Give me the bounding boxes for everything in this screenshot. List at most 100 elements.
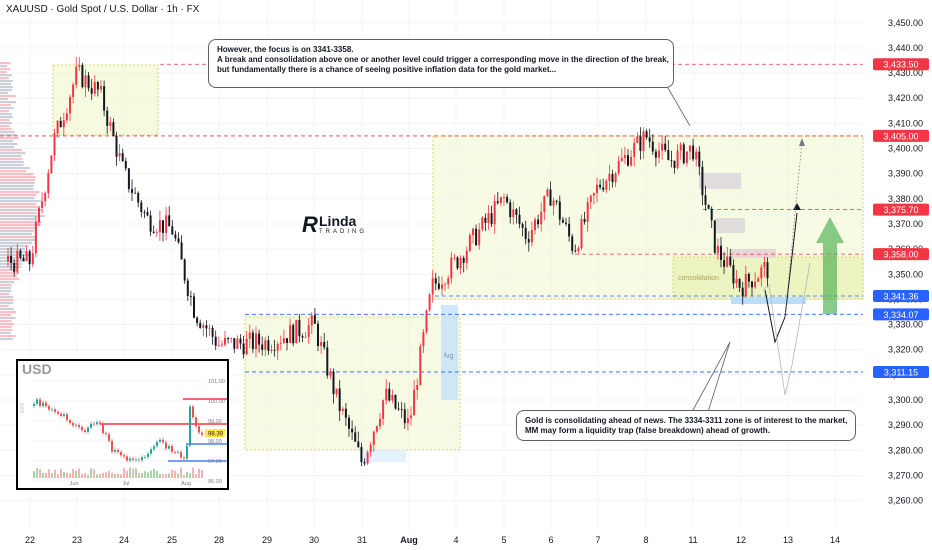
- inset-candle-body: [198, 426, 200, 433]
- candle-body: [143, 212, 146, 213]
- volume-profile-bar: [0, 74, 12, 77]
- inset-candle-body: [114, 449, 116, 452]
- candle-body: [555, 200, 558, 202]
- inset-volume-bar: [153, 468, 155, 478]
- candle-body: [100, 86, 102, 90]
- inset-candle-body: [87, 427, 89, 433]
- price-tick-label: 3,260.00: [888, 496, 923, 506]
- candle-body: [704, 195, 707, 205]
- candle-body: [735, 278, 738, 284]
- candle-body: [630, 157, 633, 166]
- candle-body: [13, 262, 16, 272]
- volume-profile-bar: [0, 215, 45, 218]
- candle-body: [493, 201, 496, 225]
- candle-body: [357, 441, 360, 448]
- candle-body: [596, 184, 598, 194]
- volume-profile-bar: [0, 89, 12, 92]
- time-tick-label: 23: [72, 535, 82, 545]
- candle-body: [496, 201, 499, 203]
- candle-body: [22, 257, 25, 262]
- inset-volume-bar: [144, 471, 146, 478]
- candle-body: [540, 211, 543, 225]
- candle-body: [131, 189, 133, 193]
- candle-body: [304, 336, 307, 338]
- candle-body: [236, 338, 239, 349]
- price-axis-bg: [864, 0, 932, 530]
- price-tick-label: 3,330.00: [888, 320, 923, 330]
- candle-body: [193, 296, 195, 318]
- inset-candle-body: [42, 402, 44, 406]
- inset-candle-body: [108, 434, 110, 441]
- candle-body: [121, 153, 124, 162]
- candle-body: [639, 136, 642, 151]
- candle-body: [605, 180, 608, 190]
- time-tick-label: 29: [262, 535, 272, 545]
- inset-title: USD: [22, 361, 52, 377]
- inset-volume-bar: [180, 467, 182, 478]
- candle-body: [444, 284, 447, 286]
- volume-profile-bar: [0, 62, 11, 65]
- candle-body: [388, 388, 391, 401]
- time-tick-label: 6: [548, 535, 553, 545]
- inset-candle-body: [48, 406, 50, 410]
- price-tick-label: 3,280.00: [888, 445, 923, 455]
- inset-time-axis: Jun Jul Aug: [70, 481, 191, 487]
- volume-profile-bar: [0, 248, 26, 251]
- inset-month-label: Aug: [181, 481, 191, 487]
- candle-body: [512, 209, 515, 218]
- candle-body: [413, 389, 416, 416]
- candle-body: [295, 319, 298, 344]
- inset-candle-body: [96, 422, 98, 425]
- candle-body: [115, 135, 118, 157]
- candle-body: [546, 189, 549, 196]
- inset-price-tick: 96.00: [208, 479, 222, 485]
- candle-body: [286, 338, 288, 343]
- inset-volume-bar: [123, 468, 125, 478]
- volume-profile-bar: [0, 68, 11, 71]
- time-tick-label: 24: [119, 535, 129, 545]
- candle-body: [279, 342, 282, 344]
- volume-profile-bar: [0, 281, 15, 284]
- candle-body: [419, 346, 422, 385]
- time-axis[interactable]: 22 23 24 25 28 29 30 31 Aug 4 5 6 7 8 11 12 13 14: [0, 530, 932, 550]
- price-tick-label: 3,410.00: [888, 118, 923, 128]
- inset-price-badge-bg: [205, 429, 225, 437]
- inset-volume-bar: [186, 472, 188, 478]
- candle-body: [289, 325, 292, 343]
- inset-candle-body: [51, 409, 53, 411]
- candle-body: [648, 137, 651, 142]
- candle-body: [230, 338, 233, 340]
- inset-volume-bar: [117, 473, 119, 478]
- inset-candle-body: [138, 459, 140, 461]
- candle-body: [214, 336, 217, 346]
- volume-profile-bar: [0, 185, 34, 188]
- candle-body: [527, 239, 530, 243]
- inset-candle-body: [186, 445, 188, 459]
- volume-profile-bar: [0, 305, 9, 308]
- candle-body: [248, 332, 251, 339]
- time-tick-label: 11: [688, 535, 697, 545]
- candle-body: [137, 192, 140, 203]
- inset-volume-bar: [99, 473, 101, 478]
- volume-profile-bar: [0, 239, 38, 242]
- candle-body: [558, 201, 561, 220]
- inset-volume-bar: [45, 472, 47, 478]
- candle-body: [747, 273, 750, 282]
- price-tick-label: 3,380.00: [888, 194, 923, 204]
- inset-volume-bar: [168, 473, 170, 478]
- price-axis[interactable]: 3,450.00 3,440.00 3,430.00 3,420.00 3,410.00…: [864, 0, 932, 530]
- inset-candle-body: [63, 414, 65, 416]
- candle-body: [34, 222, 37, 254]
- scenario-path-dotted: [784, 141, 803, 318]
- candle-body: [53, 133, 56, 156]
- candle-body: [673, 160, 676, 168]
- volume-profile-bar: [0, 131, 15, 134]
- top-callout-pointer: [667, 87, 691, 127]
- volume-profile-bar: [0, 317, 16, 320]
- candle-body: [320, 341, 323, 347]
- order-block-2: [715, 218, 745, 233]
- volume-profile-bar: [0, 326, 12, 329]
- inset-candle-body: [135, 459, 137, 461]
- inset-volume-bar: [177, 473, 179, 478]
